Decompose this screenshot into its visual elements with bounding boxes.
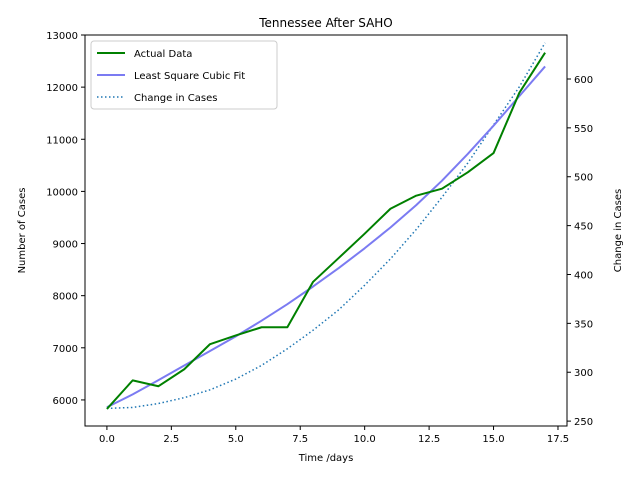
y2-tick-label: 600 [574,75,593,86]
y-tick-label: 10000 [46,187,78,198]
y2-tick-label: 300 [574,368,593,379]
y-tick-label: 7000 [53,344,78,355]
y-tick-label: 12000 [46,83,78,94]
y2-tick-label: 400 [574,270,593,281]
y-axis-label: Number of Cases [17,188,28,274]
x-tick-label: 7.5 [292,434,308,445]
series-line-least-square-cubic-fit [106,65,546,409]
legend-box [90,40,278,110]
x-tick-label: 12.5 [418,434,440,445]
y2-tick-label: 250 [574,417,593,428]
x-tick-label: 0.0 [99,434,115,445]
series-line-change-in-cases [106,42,546,410]
x-tick-label: 15.0 [482,434,504,445]
x-tick-label: 2.5 [163,434,179,445]
y-tick-label: 11000 [46,135,78,146]
y-tick-label: 8000 [53,292,78,303]
y2-tick-label: 550 [574,124,593,135]
y2-axis-label: Change in Cases [613,189,624,272]
series-layer [106,42,546,410]
y2-tick-label: 350 [574,319,593,330]
plot-frame [84,34,568,427]
y-axis-ticks: 6000 7000 8000 9000 10000 11000 12000 13000 [46,31,85,407]
x-axis-label: Time /days [298,453,354,464]
x-axis-ticks: 0.0 2.5 5.0 7.5 10.0 12.5 15.0 17.5 [99,426,569,445]
legend-label-actual-data: Actual Data [134,49,192,60]
x-tick-label: 5.0 [228,434,244,445]
y-tick-label: 6000 [53,396,78,407]
legend-label-change-in-cases: Change in Cases [134,93,217,104]
series-line-actual-data [106,52,546,410]
legend: Actual Data Least Square Cubic Fit Chang… [90,40,278,110]
x-tick-label: 17.5 [547,434,569,445]
y-tick-label: 9000 [53,240,78,251]
x-tick-label: 10.0 [354,434,376,445]
chart-title: Tennessee After SAHO [258,16,393,30]
y-tick-label: 13000 [46,31,78,42]
y2-axis-ticks: 250 300 350 400 450 500 550 600 [567,75,593,428]
y2-tick-label: 450 [574,222,593,233]
y2-tick-label: 500 [574,173,593,184]
legend-label-cubic-fit: Least Square Cubic Fit [134,71,245,82]
